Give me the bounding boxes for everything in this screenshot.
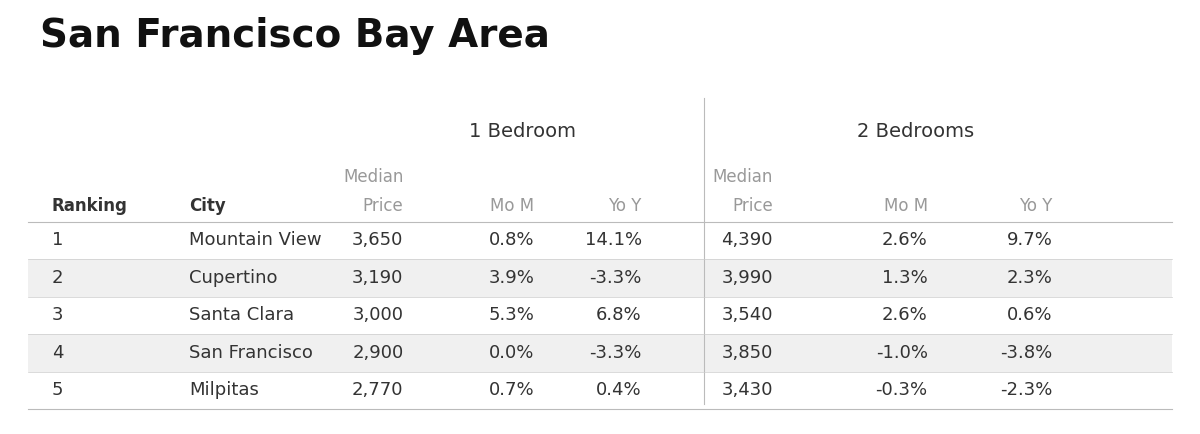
- Text: 2.6%: 2.6%: [882, 306, 928, 324]
- Text: San Francisco: San Francisco: [188, 344, 313, 362]
- Text: 0.0%: 0.0%: [490, 344, 534, 362]
- Text: 1 Bedroom: 1 Bedroom: [469, 122, 576, 141]
- Text: 3,190: 3,190: [352, 269, 403, 287]
- Text: Yo Y: Yo Y: [608, 197, 642, 215]
- Text: -2.3%: -2.3%: [1001, 381, 1052, 399]
- Text: Yo Y: Yo Y: [1020, 197, 1052, 215]
- Text: -1.0%: -1.0%: [876, 344, 928, 362]
- Text: 1: 1: [52, 231, 64, 250]
- Text: 3,850: 3,850: [721, 344, 773, 362]
- Text: 1.3%: 1.3%: [882, 269, 928, 287]
- Text: -3.8%: -3.8%: [1001, 344, 1052, 362]
- Text: 3,990: 3,990: [721, 269, 773, 287]
- Text: 3: 3: [52, 306, 64, 324]
- Text: City: City: [188, 197, 226, 215]
- Text: 4: 4: [52, 344, 64, 362]
- Text: 3,000: 3,000: [353, 306, 403, 324]
- Text: Median: Median: [713, 168, 773, 186]
- Text: Price: Price: [362, 197, 403, 215]
- Bar: [28, 259, 1172, 296]
- Text: Median: Median: [343, 168, 403, 186]
- Text: San Francisco Bay Area: San Francisco Bay Area: [40, 17, 550, 55]
- Bar: [28, 334, 1172, 372]
- Text: 3.9%: 3.9%: [488, 269, 534, 287]
- Text: Cupertino: Cupertino: [188, 269, 277, 287]
- Text: 9.7%: 9.7%: [1007, 231, 1052, 250]
- Text: 4,390: 4,390: [721, 231, 773, 250]
- Text: 2.6%: 2.6%: [882, 231, 928, 250]
- Text: 0.4%: 0.4%: [596, 381, 642, 399]
- Text: 6.8%: 6.8%: [596, 306, 642, 324]
- Text: 2,770: 2,770: [352, 381, 403, 399]
- Text: Santa Clara: Santa Clara: [188, 306, 294, 324]
- Text: Mo M: Mo M: [491, 197, 534, 215]
- Text: -3.3%: -3.3%: [589, 344, 642, 362]
- Text: 0.6%: 0.6%: [1007, 306, 1052, 324]
- Text: 2 Bedrooms: 2 Bedrooms: [857, 122, 974, 141]
- Text: 2.3%: 2.3%: [1007, 269, 1052, 287]
- Text: 5: 5: [52, 381, 64, 399]
- Text: 0.7%: 0.7%: [488, 381, 534, 399]
- Text: Price: Price: [732, 197, 773, 215]
- Text: 3,430: 3,430: [721, 381, 773, 399]
- Text: Mountain View: Mountain View: [188, 231, 322, 250]
- Text: 2,900: 2,900: [352, 344, 403, 362]
- Text: Mo M: Mo M: [883, 197, 928, 215]
- Text: 3,540: 3,540: [721, 306, 773, 324]
- Text: 14.1%: 14.1%: [584, 231, 642, 250]
- Text: Ranking: Ranking: [52, 197, 127, 215]
- Text: 5.3%: 5.3%: [488, 306, 534, 324]
- Text: -3.3%: -3.3%: [589, 269, 642, 287]
- Text: 0.8%: 0.8%: [488, 231, 534, 250]
- Text: -0.3%: -0.3%: [876, 381, 928, 399]
- Text: 2: 2: [52, 269, 64, 287]
- Text: Milpitas: Milpitas: [188, 381, 259, 399]
- Text: 3,650: 3,650: [352, 231, 403, 250]
